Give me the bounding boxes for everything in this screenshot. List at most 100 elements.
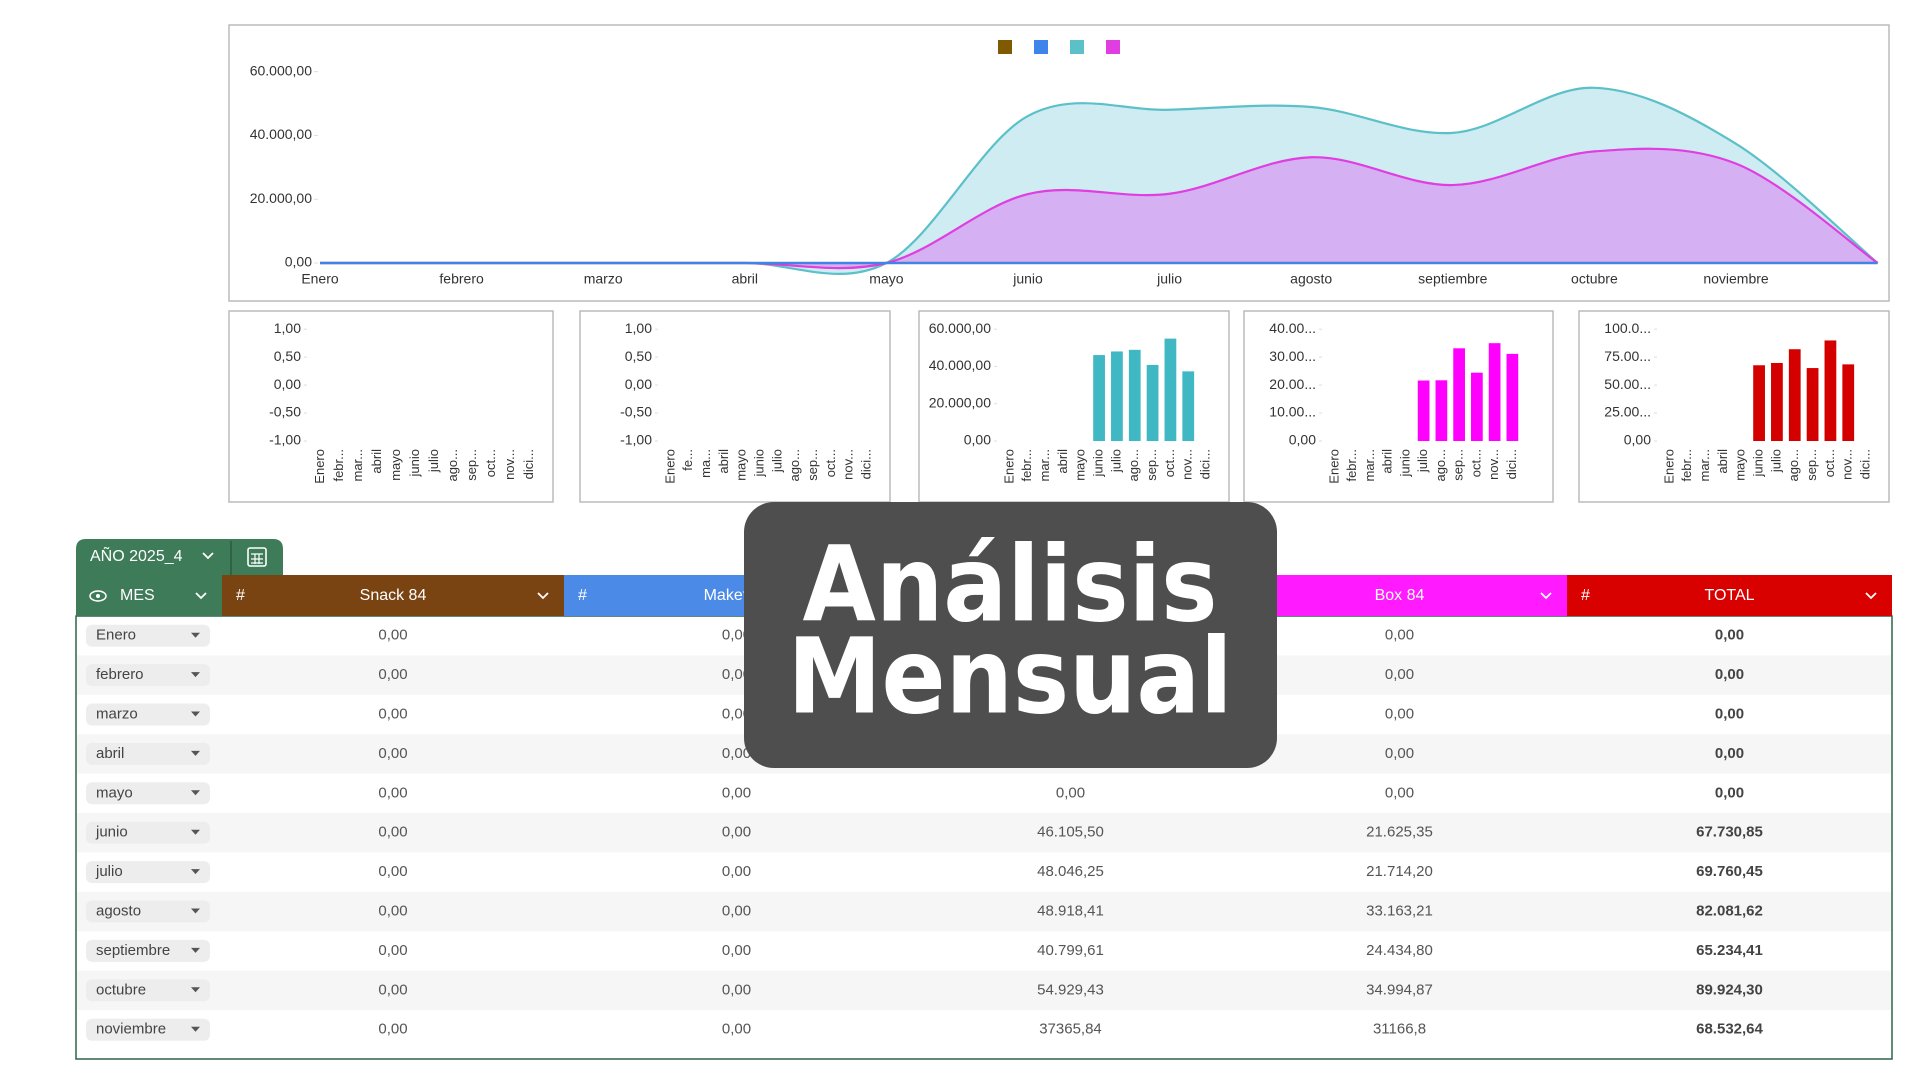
cell: 0,00 [1715,666,1744,683]
x-tick-label: Enero [312,449,327,484]
month-pill[interactable] [86,979,210,1002]
x-tick-label: mayo [388,449,403,481]
header-chevron [195,592,207,600]
column-header[interactable]: MES [76,575,222,616]
month-pill[interactable] [86,742,210,765]
cell: 34.994,87 [1366,981,1433,998]
bar [1824,340,1837,441]
header-bg [1567,575,1892,616]
column-header[interactable]: # TOTAL [1567,575,1892,616]
x-tick-label: mar... [350,449,365,482]
month-pill[interactable] [86,861,210,884]
bar [1182,371,1195,441]
y-tick-label: 10.00... [1269,404,1316,420]
calc-icon [247,547,267,567]
header-bg [222,575,564,616]
x-tick-label: abril [369,449,384,474]
y-tick-label: 0,00 [1624,432,1651,448]
cell: 0,00 [1385,705,1414,722]
x-tick-label: sep... [805,449,820,481]
x-tick-label: Enero [301,271,339,287]
x-tick-label: agosto [1290,271,1332,287]
x-tick-label: septiembre [1418,271,1487,287]
mini-chart-frame [1578,310,1890,503]
x-tick-label: julio [1108,449,1123,473]
cell: 69.760,45 [1696,863,1763,880]
year-tab[interactable]: AÑO 2025_4 [76,539,283,575]
y-tick-label: 50.00... [1604,376,1651,392]
cell: 0,00 [722,666,751,683]
cell: 0,00 [378,627,407,644]
x-tick-label: ago... [787,449,802,482]
month-label: julio [95,863,123,880]
month-label: mayo [96,784,133,801]
bar [1128,349,1141,441]
x-tick-label: julio [1415,449,1430,473]
header-label: Box 84 [1375,587,1425,604]
x-tick-label: sep... [1144,449,1159,481]
month-caret [191,908,200,914]
bar [1471,372,1483,441]
legend-swatch [1106,40,1120,54]
y-tick-label: -1,00 [620,432,652,448]
month-caret [191,711,200,717]
cell: 0,00 [378,705,407,722]
x-tick-label: junio [1091,449,1106,477]
cell: 31166,8 [1373,1021,1426,1038]
overlay-title: Mensual [788,615,1233,737]
month-pill[interactable] [86,624,210,647]
y-tick-label: 25.00... [1604,404,1651,420]
month-pill[interactable] [86,1018,210,1041]
month-caret [191,750,200,756]
month-label: noviembre [96,1021,166,1038]
month-pill[interactable] [86,782,210,805]
x-tick-label: junio [407,449,422,477]
cell: 0,00 [722,824,751,841]
cell: 0,00 [1715,627,1744,644]
header-chevron [1540,592,1552,600]
cell: 0,00 [722,981,751,998]
y-tick-label: 0,00 [274,376,301,392]
bar [1788,349,1801,441]
column-header[interactable]: # Snack 84 [222,575,564,616]
cell: 0,00 [378,1021,407,1038]
x-tick-label: ago... [1786,449,1801,482]
x-tick-label: ma... [698,449,713,478]
y-tick-label: 20.00... [1269,376,1316,392]
month-pill[interactable] [86,939,210,962]
cell: 0,00 [1715,705,1744,722]
bar [1417,380,1430,441]
month-caret [191,869,200,875]
tab-chevron [202,552,214,560]
month-caret [191,829,200,835]
month-label: octubre [96,981,146,998]
column-header[interactable]: #Box 84 [1232,575,1567,616]
month-label: agosto [96,902,141,919]
x-tick-label: mar... [1697,449,1712,482]
x-tick-label: mayo [869,271,903,287]
cell: 0,00 [1385,745,1414,762]
cell: 0,00 [378,863,407,880]
bar [1771,362,1783,441]
x-tick-label: oct... [483,449,498,477]
y-tick-label: 60.000,00 [929,320,991,336]
cell: 0,00 [722,942,751,959]
cell: 24.434,80 [1366,942,1433,959]
mini-chart-frame [228,310,554,503]
y-tick-label: -1,00 [269,432,301,448]
month-label: febrero [96,666,144,683]
cell: 0,00 [378,666,407,683]
y-tick-label: 40.00... [1269,320,1316,336]
bar [1111,351,1123,441]
y-tick-label: 100.0... [1604,320,1651,336]
month-pill[interactable] [86,900,210,923]
cell: 0,00 [378,902,407,919]
month-pill[interactable] [86,703,210,726]
month-pill[interactable] [86,821,210,844]
cell: 0,00 [722,627,751,644]
cell: 37365,84 [1039,1021,1102,1038]
header-hash: # [1581,587,1590,604]
legend-swatch [1034,40,1048,54]
x-tick-label: dici... [521,449,536,479]
month-pill[interactable] [86,664,210,687]
